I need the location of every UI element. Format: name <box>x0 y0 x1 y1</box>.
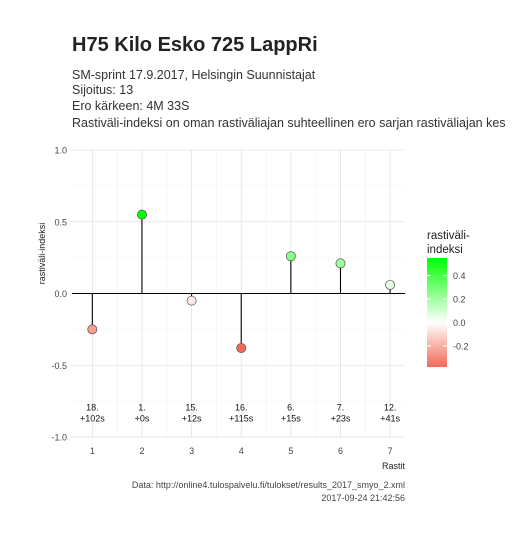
rank-label: 15. <box>185 403 198 413</box>
y-tick-label: 0.5 <box>54 217 67 227</box>
split-diff-label: +15s <box>281 414 301 424</box>
rank-label: 1. <box>138 403 146 413</box>
chart-subtitle-event: SM-sprint 17.9.2017, Helsingin Suunnista… <box>72 68 316 82</box>
chart-subtitle-description: Rastiväli-indeksi on oman rastiväliajan … <box>72 116 506 130</box>
rank-label: 7. <box>337 403 345 413</box>
chart-title: H75 Kilo Esko 725 LappRi <box>72 34 318 56</box>
data-point <box>385 279 396 290</box>
source-caption: Data: http://online4.tulospalvelu.fi/tul… <box>131 480 405 490</box>
legend-tick-label: 0.4 <box>453 271 466 281</box>
split-diff-label: +23s <box>331 414 351 424</box>
y-tick-label: -1.0 <box>51 433 67 443</box>
x-tick-label: 2 <box>139 446 144 456</box>
split-diff-label: +102s <box>80 414 105 424</box>
rank-label: 18. <box>86 403 99 413</box>
rank-label: 12. <box>384 403 397 413</box>
split-diff-label: +0s <box>135 414 150 424</box>
data-point <box>236 343 247 353</box>
y-axis-title: rastiväli-indeksi <box>37 223 47 285</box>
legend-colorbar <box>427 258 447 367</box>
legend-tick-label: 0.0 <box>453 318 466 328</box>
rank-label: 6. <box>287 403 295 413</box>
x-tick-label: 6 <box>338 446 343 456</box>
split-diff-label: +41s <box>380 414 400 424</box>
data-point <box>335 258 346 269</box>
y-tick-label: 0.0 <box>54 289 67 299</box>
legend-title-line-2: indeksi <box>427 244 463 256</box>
chart-subtitle-gap: Ero kärkeen: 4M 33S <box>72 99 190 113</box>
split-diff-label: +115s <box>229 414 254 424</box>
x-tick-label: 4 <box>239 446 244 456</box>
x-tick-label: 5 <box>288 446 293 456</box>
legend-title-line-1: rastiväli- <box>427 230 470 242</box>
data-point <box>186 295 197 306</box>
chart-subtitle-placing: Sijoitus: 13 <box>72 83 134 97</box>
data-point <box>137 209 147 220</box>
y-tick-label: -0.5 <box>51 361 67 371</box>
x-tick-label: 7 <box>388 446 393 456</box>
x-axis-title: Rastit <box>382 461 406 471</box>
legend-tick-label: 0.2 <box>453 295 466 305</box>
legend-tick-label: -0.2 <box>453 341 469 351</box>
data-point <box>285 251 296 262</box>
y-tick-label: 1.0 <box>54 146 67 156</box>
split-diff-label: +12s <box>182 414 202 424</box>
x-tick-label: 3 <box>189 446 194 456</box>
x-tick-label: 1 <box>90 446 95 456</box>
data-point <box>87 324 98 335</box>
rank-label: 16. <box>235 403 248 413</box>
timestamp-caption: 2017-09-24 21:42:56 <box>321 493 405 503</box>
